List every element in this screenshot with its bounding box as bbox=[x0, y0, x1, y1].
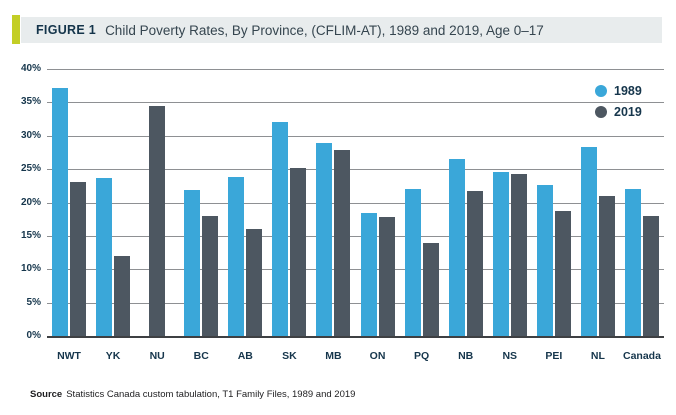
y-axis-tick-5: 5% bbox=[26, 296, 41, 308]
source-note: Source Statistics Canada custom tabulatio… bbox=[30, 389, 355, 400]
bar-2019-PQ bbox=[422, 243, 439, 336]
gridline-10 bbox=[47, 269, 664, 271]
x-axis-tick-ON: ON bbox=[369, 350, 386, 362]
bar-1989-NWT bbox=[52, 87, 69, 336]
bar-1989-YK bbox=[96, 178, 113, 336]
source-label: Source bbox=[30, 389, 63, 400]
x-axis-tick-PEI: PEI bbox=[545, 350, 563, 362]
bar-1989-PQ bbox=[404, 189, 421, 336]
legend-label-2019: 2019 bbox=[614, 105, 642, 119]
y-axis-tick-0: 0% bbox=[26, 330, 41, 341]
bar-2019-Canada bbox=[642, 215, 659, 336]
y-axis-tick-15: 15% bbox=[20, 229, 41, 241]
gridline-15 bbox=[47, 235, 664, 237]
x-axis-tick-AB: AB bbox=[237, 350, 253, 362]
bar-2019-BC bbox=[202, 215, 219, 336]
x-axis-tick-NWT: NWT bbox=[57, 350, 81, 362]
bar-1989-NL bbox=[580, 147, 597, 336]
figure-title: Child Poverty Rates, By Province, (CFLIM… bbox=[105, 22, 544, 38]
bar-1989-SK bbox=[272, 121, 289, 336]
gridline-40 bbox=[47, 69, 664, 70]
bar-2019-AB bbox=[246, 229, 263, 336]
x-axis-tick-NL: NL bbox=[590, 350, 605, 362]
bar-1989-PEI bbox=[536, 185, 553, 336]
gridline-0 bbox=[47, 336, 664, 338]
source-text: Statistics Canada custom tabulation, T1 … bbox=[66, 389, 356, 400]
x-axis-tick-YK: YK bbox=[105, 350, 121, 362]
bar-1989-AB bbox=[228, 177, 245, 336]
y-axis-tick-25: 25% bbox=[20, 163, 41, 175]
bar-1989-MB bbox=[316, 143, 333, 336]
y-axis-tick-35: 35% bbox=[20, 96, 41, 108]
bar-1989-NB bbox=[448, 159, 465, 336]
y-axis-tick-40: 40% bbox=[20, 63, 41, 74]
bar-2019-NS bbox=[510, 173, 527, 336]
y-axis-tick-10: 10% bbox=[20, 263, 41, 275]
x-axis-tick-NU: NU bbox=[149, 350, 165, 362]
y-axis-tick-20: 20% bbox=[20, 196, 41, 208]
bar-2019-ON bbox=[378, 216, 395, 336]
legend-item-2019: 2019 bbox=[595, 105, 642, 119]
bar-1989-NS bbox=[492, 172, 509, 336]
bar-1989-ON bbox=[360, 213, 377, 336]
x-axis-tick-MB: MB bbox=[325, 350, 342, 362]
x-axis-tick-SK: SK bbox=[282, 350, 297, 362]
gridline-25 bbox=[47, 169, 664, 171]
x-axis-tick-Canada: Canada bbox=[622, 350, 661, 362]
gridline-5 bbox=[47, 302, 664, 304]
x-axis-tick-BC: BC bbox=[193, 350, 209, 362]
bar-1989-Canada bbox=[624, 189, 641, 336]
bar-2019-NU bbox=[149, 105, 166, 336]
bar-2019-PEI bbox=[554, 211, 571, 336]
bar-2019-NL bbox=[598, 195, 615, 336]
x-axis-tick-NB: NB bbox=[458, 350, 474, 362]
x-axis-tick-NS: NS bbox=[502, 350, 518, 362]
y-axis-tick-30: 30% bbox=[20, 129, 41, 141]
figure-number-label: FIGURE 1 bbox=[36, 23, 97, 37]
figure-accent-bar bbox=[12, 15, 20, 44]
x-axis-tick-PQ: PQ bbox=[414, 350, 430, 362]
legend-label-1989: 1989 bbox=[614, 84, 642, 98]
figure-header: FIGURE 1 Child Poverty Rates, By Provinc… bbox=[21, 17, 662, 43]
gridline-35 bbox=[47, 102, 664, 104]
bar-2019-SK bbox=[290, 167, 307, 336]
bar-2019-NWT bbox=[70, 182, 87, 336]
gridline-30 bbox=[47, 135, 664, 137]
bar-2019-MB bbox=[334, 150, 351, 336]
legend-swatch-1989 bbox=[595, 85, 607, 97]
bar-2019-YK bbox=[114, 255, 131, 336]
bar-2019-NB bbox=[466, 191, 483, 336]
legend-swatch-2019 bbox=[595, 106, 607, 118]
legend-item-1989: 1989 bbox=[595, 84, 642, 98]
gridline-20 bbox=[47, 202, 664, 204]
bar-1989-BC bbox=[184, 189, 201, 336]
